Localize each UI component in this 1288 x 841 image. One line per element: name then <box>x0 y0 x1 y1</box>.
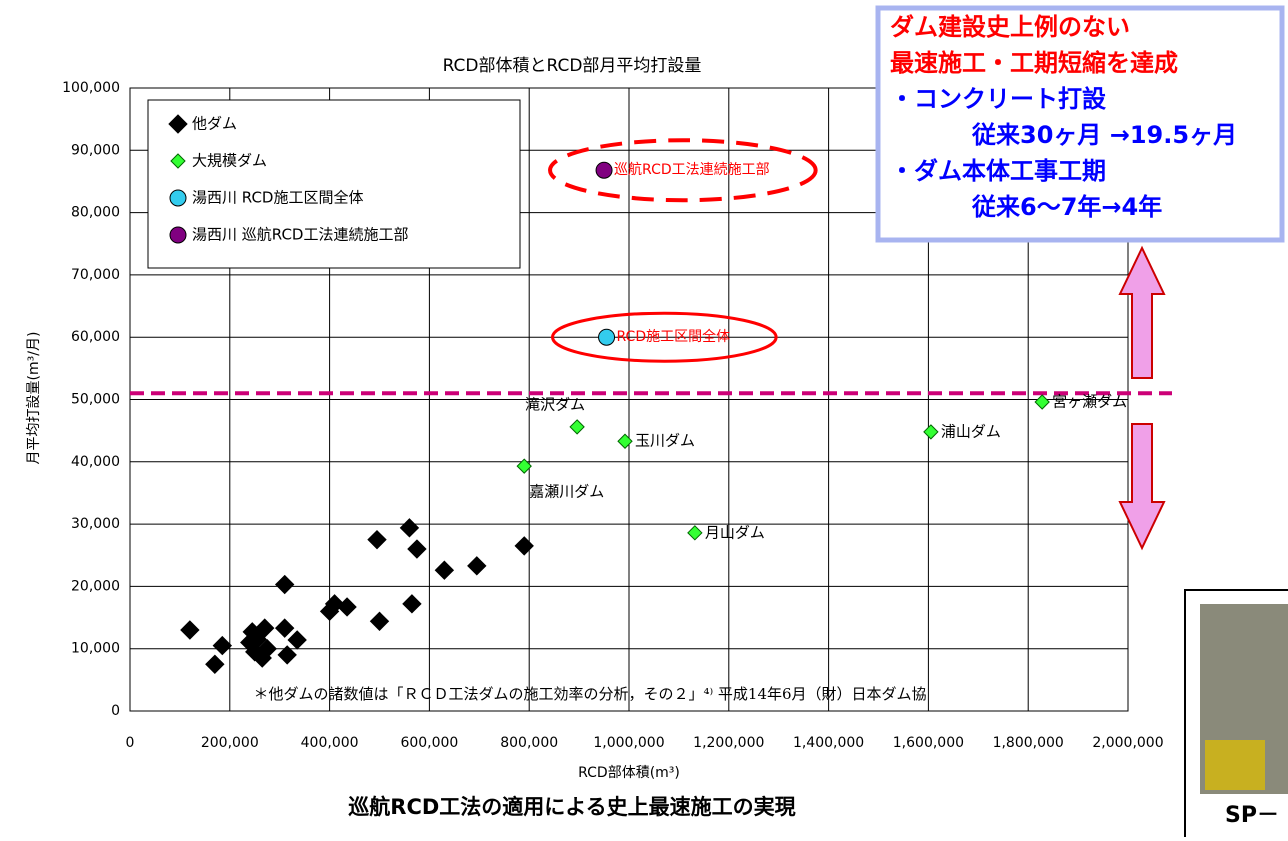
legend-label: 大規模ダム <box>192 152 267 170</box>
callout-line: ・コンクリート打設 <box>890 85 1107 113</box>
point <box>569 419 585 435</box>
point <box>514 536 534 556</box>
x-tick-label: 200,000 <box>201 735 259 751</box>
x-tick-label: 1,800,000 <box>993 735 1064 751</box>
callout-box <box>875 5 1285 243</box>
y-tick-label: 30,000 <box>71 516 120 532</box>
x-tick-label: 2,000,000 <box>1092 735 1163 751</box>
y-tick-label: 40,000 <box>71 454 120 470</box>
y-tick-label: 20,000 <box>71 578 120 594</box>
chart-title: RCD部体積とRCD部月平均打設量 <box>443 56 702 76</box>
y-tick-label: 80,000 <box>71 205 120 221</box>
point-label: 浦山ダム <box>941 422 1001 440</box>
point <box>923 424 939 440</box>
x-axis-label: RCD部体積(m³) <box>578 765 680 781</box>
point <box>467 556 487 576</box>
y-tick-label: 10,000 <box>71 641 120 657</box>
legend-label: 湯西川 RCD施工区間全体 <box>192 189 363 207</box>
photo-machine <box>1205 740 1265 790</box>
callout-line: 従来30ヶ月 →19.5ヶ月 <box>971 121 1237 149</box>
point <box>598 328 616 346</box>
point-label: RCD施工区間全体 <box>617 328 731 345</box>
y-axis-label: 月平均打設量(m³/月) <box>25 332 42 465</box>
x-tick-label: 600,000 <box>400 735 458 751</box>
point <box>274 618 295 638</box>
point <box>516 458 532 474</box>
point <box>399 518 420 538</box>
y-tick-label: 70,000 <box>71 267 120 283</box>
legend <box>147 99 521 269</box>
down-arrow <box>1118 423 1166 551</box>
point-label: 宮ヶ瀬ダム <box>1052 392 1127 410</box>
legend-label: 湯西川 巡航RCD工法連続施工部 <box>192 226 408 244</box>
x-tick-label: 0 <box>126 735 135 751</box>
legend-marker <box>170 153 186 169</box>
legend-marker <box>169 226 187 244</box>
highlight-ellipse <box>548 138 818 203</box>
x-tick-label: 1,200,000 <box>693 735 764 751</box>
y-tick-label: 100,000 <box>62 80 120 96</box>
up-arrow <box>1118 245 1166 379</box>
point <box>595 161 613 179</box>
point <box>402 594 422 614</box>
point <box>367 529 387 550</box>
callout-line: 従来6～7年→4年 <box>971 193 1162 221</box>
point-label: 月山ダム <box>705 523 765 541</box>
legend-marker <box>168 114 188 134</box>
point <box>255 618 275 638</box>
caption: 巡航RCD工法の適用による史上最速施工の実現 <box>348 795 795 819</box>
point <box>337 597 357 617</box>
point <box>287 630 307 650</box>
point <box>1034 394 1050 410</box>
point <box>180 620 200 640</box>
x-tick-label: 1,600,000 <box>893 735 964 751</box>
callout-line: 最速施工・工期短縮を達成 <box>890 49 1178 77</box>
callout-line: ・ダム本体工事工期 <box>890 157 1106 185</box>
point-label: 滝沢ダム <box>525 395 585 413</box>
x-tick-label: 1,400,000 <box>793 735 864 751</box>
point <box>617 433 633 449</box>
photo-label: SP－ <box>1225 803 1279 828</box>
point <box>407 539 427 559</box>
point <box>205 654 225 674</box>
point-label: 嘉瀬川ダム <box>529 483 604 501</box>
legend-label: 他ダム <box>192 115 237 133</box>
point-label: 巡航RCD工法連続施工部 <box>614 161 770 178</box>
y-tick-label: 60,000 <box>71 329 120 345</box>
point <box>245 642 265 662</box>
point <box>687 525 703 541</box>
point <box>274 574 295 595</box>
x-tick-label: 1,000,000 <box>593 735 664 751</box>
y-tick-label: 90,000 <box>71 142 120 158</box>
footnote: ＊他ダムの諸数値は「ＲＣＤ工法ダムの施工効率の分析，その２」⁴⁾ 平成14年6月… <box>253 685 926 703</box>
point-label: 玉川ダム <box>635 432 695 450</box>
arrows <box>1118 245 1166 551</box>
highlight-ellipse <box>551 311 778 363</box>
point <box>212 635 233 656</box>
callout-line: ダム建設史上例のない <box>890 13 1130 41</box>
y-tick-label: 0 <box>111 703 120 719</box>
point <box>277 645 297 665</box>
y-tick-label: 50,000 <box>71 392 120 408</box>
point <box>369 611 390 631</box>
x-tick-label: 400,000 <box>301 735 359 751</box>
legend-marker <box>169 189 187 207</box>
x-tick-label: 800,000 <box>500 735 558 751</box>
point <box>434 560 455 580</box>
